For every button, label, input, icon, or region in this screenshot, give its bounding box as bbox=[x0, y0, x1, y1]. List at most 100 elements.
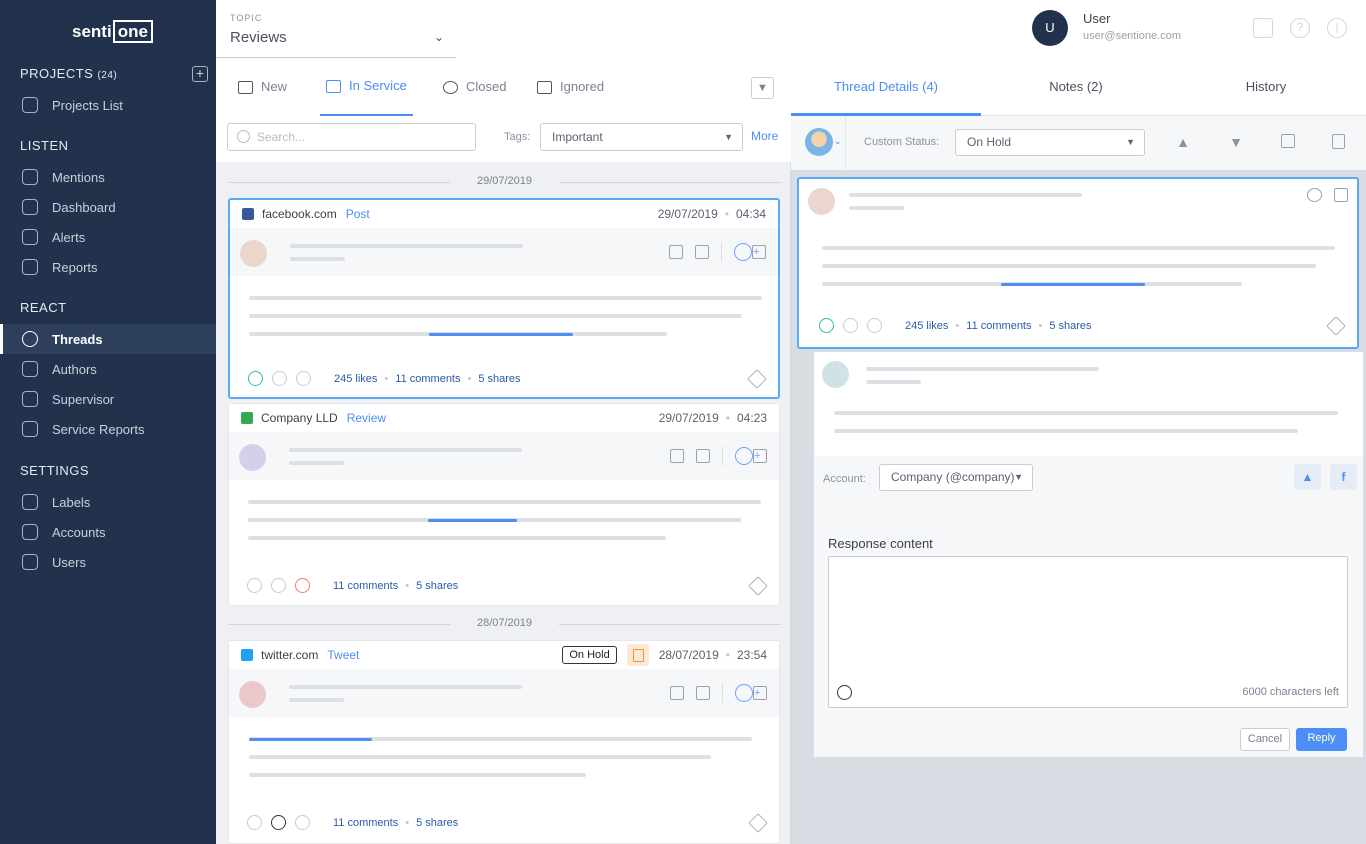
caret-down-icon: ▼ bbox=[724, 132, 733, 142]
sidebar-item-authors[interactable]: Authors bbox=[0, 354, 216, 384]
custom-status-select[interactable]: On Hold ▼ bbox=[955, 129, 1145, 156]
comments-count[interactable]: 11 comments bbox=[395, 372, 461, 385]
sidebar-item-labels[interactable]: Labels bbox=[0, 487, 216, 517]
thread-main-post[interactable]: 245 likes • 11 comments • 5 shares bbox=[797, 177, 1359, 349]
positive-sentiment-icon[interactable] bbox=[247, 578, 262, 593]
external-link-icon[interactable] bbox=[670, 449, 684, 463]
tab-in-service[interactable]: In Service bbox=[320, 58, 413, 116]
cancel-button[interactable]: Cancel bbox=[1240, 728, 1290, 751]
power-icon[interactable]: | bbox=[1327, 18, 1347, 38]
sidebar-item-projects-list[interactable]: Projects List bbox=[0, 90, 216, 120]
filter-button[interactable]: ▼ bbox=[751, 77, 774, 99]
help-icon[interactable]: ? bbox=[1290, 18, 1310, 38]
response-label: Response content bbox=[828, 536, 933, 551]
sidebar-item-mentions[interactable]: Mentions bbox=[0, 162, 216, 192]
assign-user-icon[interactable] bbox=[735, 684, 753, 702]
thread-card[interactable]: twitter.com Tweet On Hold 28/07/2019 • 23:54 +… bbox=[228, 640, 780, 844]
chevron-down-icon: ⌄ bbox=[433, 30, 444, 44]
thumbs-up-icon[interactable]: ▲ bbox=[1176, 134, 1190, 150]
source-type-link[interactable]: Review bbox=[346, 411, 387, 425]
positive-sentiment-icon[interactable] bbox=[248, 371, 263, 386]
trash-icon[interactable] bbox=[696, 686, 710, 700]
new-chat-icon bbox=[238, 80, 253, 94]
thread-card[interactable]: Company LLD Review 29/07/2019 • 04:23 +11 com… bbox=[228, 403, 780, 606]
note-icon[interactable] bbox=[626, 644, 649, 666]
sentione-logo[interactable]: senti one bbox=[72, 20, 153, 43]
sidebar-item-service-reports[interactable]: Service Reports bbox=[0, 414, 216, 444]
tag-icon[interactable] bbox=[747, 368, 767, 389]
search-input[interactable]: Search... bbox=[227, 123, 476, 151]
tags-select[interactable]: Important ▼ bbox=[540, 123, 743, 151]
chevron-down-icon[interactable]: ⌄ bbox=[834, 136, 842, 146]
sidebar-item-supervisor[interactable]: Supervisor bbox=[0, 384, 216, 414]
sidebar-item-users[interactable]: Users bbox=[0, 547, 216, 577]
highlight-line bbox=[429, 333, 573, 336]
account-select[interactable]: Company (@company) ▼ bbox=[879, 464, 1033, 491]
section-title: PROJECTS bbox=[20, 66, 94, 81]
external-link-icon[interactable] bbox=[1281, 134, 1295, 148]
emoji-icon[interactable] bbox=[837, 685, 852, 700]
comments-count[interactable]: 11 comments bbox=[333, 579, 399, 592]
external-link-icon[interactable] bbox=[670, 686, 684, 700]
negative-sentiment-icon[interactable] bbox=[295, 578, 310, 593]
neutral-sentiment-icon[interactable] bbox=[271, 815, 286, 830]
like-button[interactable]: ▲ bbox=[1294, 464, 1321, 490]
comment-icon[interactable] bbox=[1307, 188, 1322, 202]
add-project-button[interactable]: + bbox=[192, 66, 208, 82]
funnel-icon: ▼ bbox=[757, 82, 768, 94]
neutral-sentiment-icon[interactable] bbox=[271, 578, 286, 593]
more-link[interactable]: More bbox=[751, 129, 779, 143]
card-date-group: 29/07/2019 • 04:23 bbox=[659, 411, 767, 425]
positive-sentiment-icon[interactable] bbox=[819, 318, 834, 333]
external-link-icon[interactable] bbox=[669, 245, 683, 259]
sidebar-item-accounts[interactable]: Accounts bbox=[0, 517, 216, 547]
thread-card[interactable]: facebook.com Post 29/07/2019 • 04:34 +245 lik… bbox=[228, 198, 780, 399]
tab-new[interactable]: New bbox=[238, 58, 287, 116]
tab-thread-details[interactable]: Thread Details (4) bbox=[791, 58, 981, 116]
card-stats: 245 likes • 11 comments • 5 shares bbox=[248, 368, 767, 389]
neutral-sentiment-icon[interactable] bbox=[843, 318, 858, 333]
inbox-icon[interactable] bbox=[1253, 18, 1273, 38]
card-time: 04:23 bbox=[736, 411, 767, 425]
card-date-group: On Hold 28/07/2019 • 23:54 bbox=[562, 644, 767, 666]
negative-sentiment-icon[interactable] bbox=[295, 815, 310, 830]
negative-sentiment-icon[interactable] bbox=[296, 371, 311, 386]
archive-icon[interactable] bbox=[1334, 188, 1348, 202]
tab-ignored[interactable]: Ignored bbox=[537, 58, 604, 116]
source-type-link[interactable]: Post bbox=[345, 207, 370, 221]
tag-icon[interactable] bbox=[748, 575, 768, 596]
separator-dot: • bbox=[724, 207, 729, 221]
author-avatar bbox=[239, 444, 266, 471]
thumbs-down-icon[interactable]: ▼ bbox=[1229, 134, 1243, 150]
sidebar-item-reports[interactable]: Reports bbox=[0, 252, 216, 282]
tab-closed[interactable]: Closed bbox=[443, 58, 506, 116]
sidebar-item-label: Labels bbox=[52, 494, 91, 510]
section-heading-react: REACT bbox=[20, 300, 67, 315]
topic-select[interactable]: TOPIC Reviews ⌄ bbox=[216, 0, 456, 58]
comments-count[interactable]: 11 comments bbox=[966, 319, 1032, 332]
assign-user-icon[interactable] bbox=[735, 447, 753, 465]
source-type-link[interactable]: Tweet bbox=[327, 648, 360, 662]
sidebar-item-dashboard[interactable]: Dashboard bbox=[0, 192, 216, 222]
sidebar-item-threads[interactable]: Threads bbox=[0, 324, 216, 354]
tab-notes[interactable]: Notes (2) bbox=[1049, 79, 1103, 94]
neutral-sentiment-icon[interactable] bbox=[272, 371, 287, 386]
positive-sentiment-icon[interactable] bbox=[247, 815, 262, 830]
assignee-avatar[interactable] bbox=[805, 128, 833, 156]
trash-icon[interactable] bbox=[1332, 134, 1345, 149]
tab-history[interactable]: History bbox=[1245, 79, 1287, 94]
tag-icon[interactable] bbox=[748, 812, 768, 833]
tag-icon[interactable] bbox=[1326, 315, 1346, 336]
negative-sentiment-icon[interactable] bbox=[867, 318, 882, 333]
topic-label: TOPIC bbox=[230, 13, 263, 23]
trash-icon[interactable] bbox=[695, 245, 709, 259]
facebook-icon[interactable]: f bbox=[1330, 464, 1357, 490]
sidebar-item-alerts[interactable]: Alerts bbox=[0, 222, 216, 252]
comments-count[interactable]: 11 comments bbox=[333, 816, 399, 829]
card-time: 23:54 bbox=[736, 648, 767, 662]
assign-user-icon[interactable] bbox=[734, 243, 752, 261]
response-textarea[interactable]: 6000 characters left bbox=[828, 556, 1348, 708]
trash-icon[interactable] bbox=[696, 449, 710, 463]
reply-button[interactable]: Reply bbox=[1296, 728, 1347, 751]
user-menu[interactable]: U User user@sentione.com bbox=[1032, 10, 1181, 46]
